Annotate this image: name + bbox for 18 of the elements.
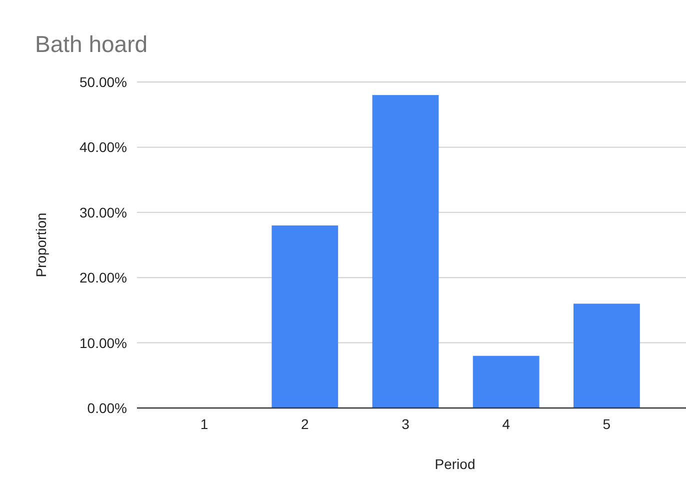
y-tick-label: 10.00%: [80, 334, 127, 351]
bar: [372, 95, 439, 408]
y-axis-title: Proportion: [33, 212, 49, 278]
x-tick-label: 4: [502, 416, 510, 432]
y-tick-label: 20.00%: [80, 270, 127, 286]
y-tick-label: 0.00%: [87, 400, 127, 416]
chart-title: Bath hoard: [35, 31, 148, 57]
bar: [574, 304, 640, 408]
x-tick-label: 1: [200, 416, 208, 432]
x-tick-label: 5: [602, 416, 611, 432]
y-tick-label: 50.00%: [80, 74, 127, 90]
y-tick-label: 40.00%: [80, 139, 127, 156]
x-tick-label: 3: [402, 416, 410, 432]
bar: [272, 225, 338, 408]
x-tick-label: 2: [301, 416, 309, 432]
bar: [472, 356, 540, 408]
y-tick-label: 30.00%: [80, 204, 127, 220]
x-axis-title: Period: [434, 456, 476, 472]
